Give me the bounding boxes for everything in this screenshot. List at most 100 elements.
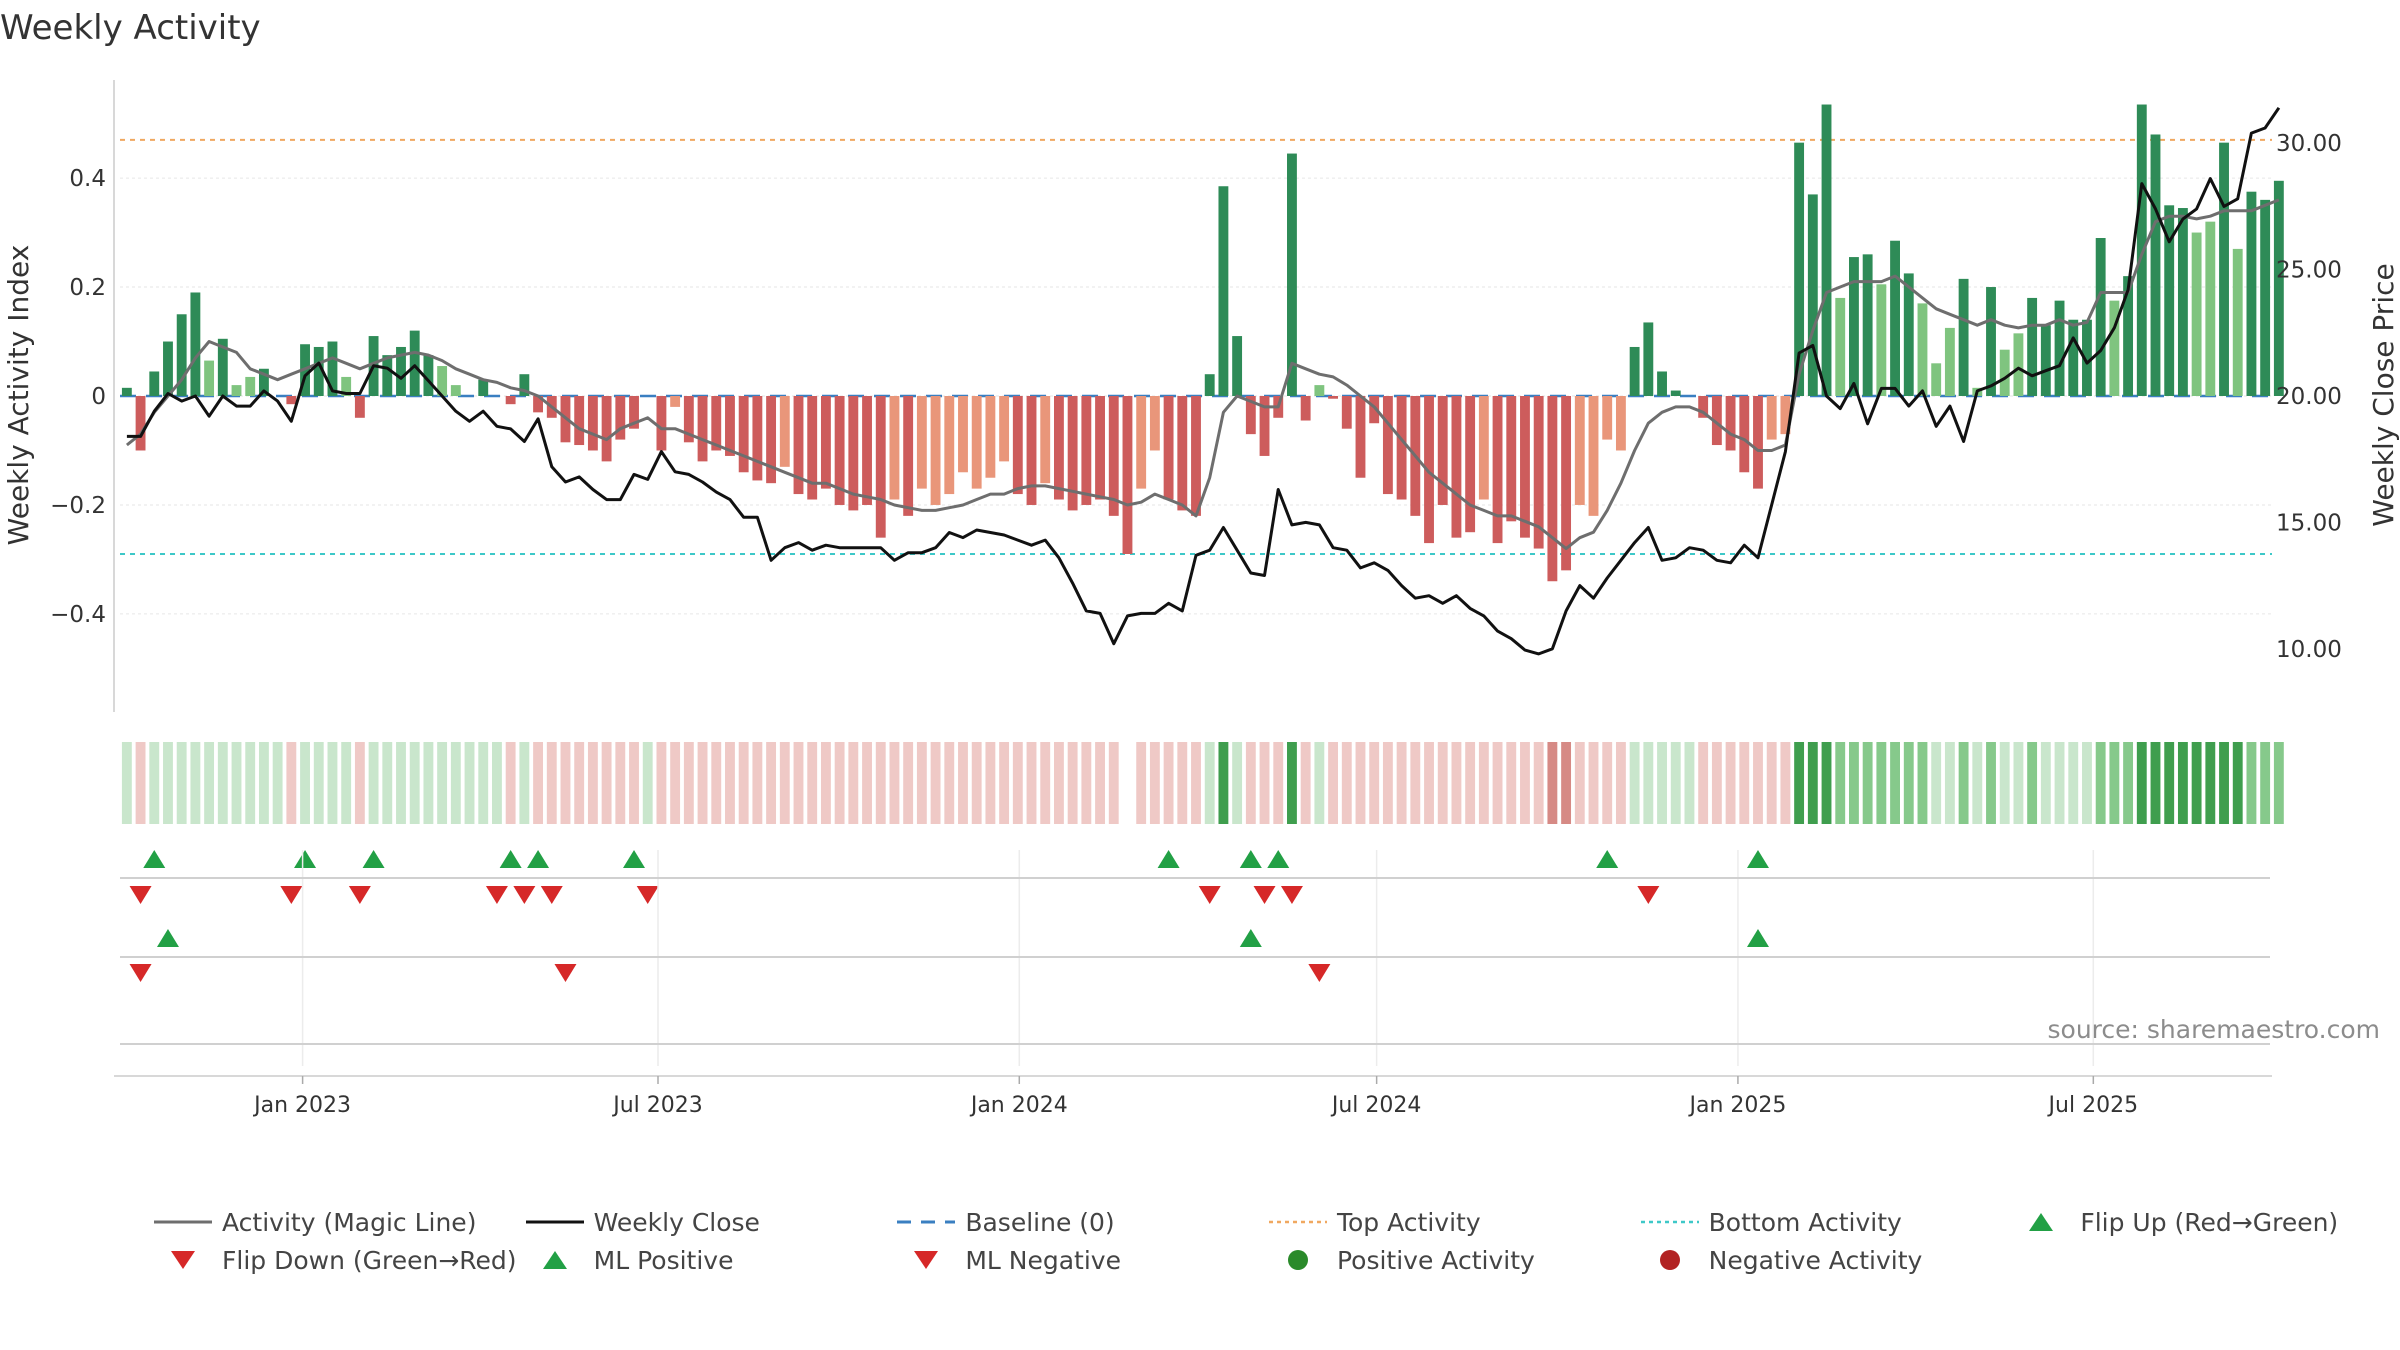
strip-cell xyxy=(1273,742,1284,824)
activity-bar xyxy=(1711,396,1722,446)
activity-bar xyxy=(601,396,612,462)
activity-bar xyxy=(1136,396,1147,489)
activity-bar xyxy=(1149,396,1160,451)
strip-cell xyxy=(2260,742,2271,824)
strip-cell xyxy=(354,742,365,824)
strip-cell xyxy=(2219,742,2229,824)
y-tick-label: 0 xyxy=(91,384,106,410)
y-tick-label: 0.2 xyxy=(69,275,106,301)
activity-bar xyxy=(1341,396,1352,429)
activity-bar xyxy=(725,396,735,456)
legend-item-baseline: Baseline (0) xyxy=(893,1207,1265,1237)
activity-bar xyxy=(2095,238,2106,396)
strip-cell xyxy=(2150,742,2161,824)
y-tick-label: 0.4 xyxy=(69,166,106,192)
flip-down-marker xyxy=(129,886,152,904)
activity-bar xyxy=(2027,297,2038,396)
strip-cell xyxy=(601,742,612,824)
activity-bar xyxy=(258,368,269,396)
flip-down-marker xyxy=(1280,886,1303,904)
strip-cell xyxy=(492,742,502,824)
flip-markers xyxy=(129,850,1769,982)
strip-cell xyxy=(1287,742,1297,824)
activity-bar xyxy=(1355,396,1366,478)
strip-cell xyxy=(1780,742,1791,824)
axes: 0.4 0.2 0 −0.2 −0.4 30.00 25.00 20.00 15.00 10.00… xyxy=(2,80,2400,712)
activity-bar xyxy=(176,314,187,396)
activity-bar xyxy=(1382,396,1393,495)
strip-cell xyxy=(2177,742,2188,824)
strip-cell xyxy=(1958,742,1969,824)
strip-cell xyxy=(615,742,626,824)
strip-cell xyxy=(656,742,667,824)
strip-cell xyxy=(1986,742,1996,824)
activity-bar xyxy=(313,346,324,396)
strip-cell xyxy=(1369,742,1380,824)
activity-bar xyxy=(752,396,763,481)
y2-tick-label: 20.00 xyxy=(2276,384,2342,410)
activity-bar xyxy=(2054,300,2065,396)
activity-bars xyxy=(121,104,2284,582)
strip-cell xyxy=(2232,742,2243,824)
activity-bar xyxy=(656,396,667,451)
activity-bar xyxy=(1506,396,1517,522)
strip-cell xyxy=(2191,742,2202,824)
activity-bar xyxy=(1917,303,1928,396)
x-tick-label: Jul 2024 xyxy=(1330,1093,1422,1118)
activity-bar xyxy=(711,396,722,451)
activity-bar xyxy=(903,396,914,516)
strip-cell xyxy=(1204,742,1215,824)
strip-cell xyxy=(1999,742,2010,824)
strip-cell xyxy=(382,742,393,824)
activity-bar xyxy=(341,376,352,396)
activity-bar xyxy=(2082,319,2092,396)
magic-line-legend-icon xyxy=(154,1220,212,1224)
strip-cell xyxy=(1191,742,1201,824)
activity-bar xyxy=(683,396,694,443)
activity-bar xyxy=(1314,385,1325,396)
activity-bar xyxy=(1204,374,1215,396)
strip-cell xyxy=(1862,742,1873,824)
series-lines xyxy=(125,106,2281,656)
weekly-close-legend-icon xyxy=(525,1220,584,1224)
activity-bar xyxy=(1725,396,1736,451)
strip-cell xyxy=(1355,742,1366,824)
activity-bar xyxy=(1849,257,1859,396)
legend-label: Flip Down (Green→Red) xyxy=(222,1245,517,1275)
strip-cell xyxy=(1177,742,1188,824)
activity-bar xyxy=(1862,254,1873,396)
source-label: source: sharemaestro.com xyxy=(2047,1015,2381,1044)
strip-cell xyxy=(1711,742,1722,824)
strip-cell xyxy=(478,742,489,824)
legend-label: Positive Activity xyxy=(1336,1245,1535,1275)
strip-cell xyxy=(1067,742,1078,824)
flip-down-marker xyxy=(1198,886,1221,904)
activity-bar xyxy=(1095,396,1105,500)
activity-bar xyxy=(1944,327,1955,396)
strip-cell xyxy=(848,742,859,824)
ml-negative-marker xyxy=(129,964,152,982)
strip-cell xyxy=(1437,742,1448,824)
activity-bar xyxy=(1191,396,1201,516)
strip-cell xyxy=(1465,742,1476,824)
legend-label: Weekly Close xyxy=(593,1207,760,1237)
strip-cell xyxy=(2027,742,2038,824)
activity-bar xyxy=(1026,396,1037,505)
activity-bar xyxy=(2164,205,2175,396)
strip-cell xyxy=(176,742,187,824)
activity-bar xyxy=(1643,322,1654,396)
strip-cell xyxy=(1629,742,1640,824)
strip-cell xyxy=(779,742,790,824)
x-tick-label: Jan 2024 xyxy=(969,1093,1068,1118)
strip-cell xyxy=(2040,742,2051,824)
strip-cell xyxy=(2109,742,2120,824)
strip-cell xyxy=(1807,742,1818,824)
flip-up-marker xyxy=(1267,850,1290,868)
strip-cell xyxy=(1026,742,1037,824)
strip-cell xyxy=(1136,742,1147,824)
flip-down-marker xyxy=(348,886,371,904)
ml-positive-marker xyxy=(1746,929,1769,947)
activity-bar xyxy=(149,371,160,396)
activity-bar xyxy=(1794,142,1805,396)
activity-bar xyxy=(2136,104,2147,396)
